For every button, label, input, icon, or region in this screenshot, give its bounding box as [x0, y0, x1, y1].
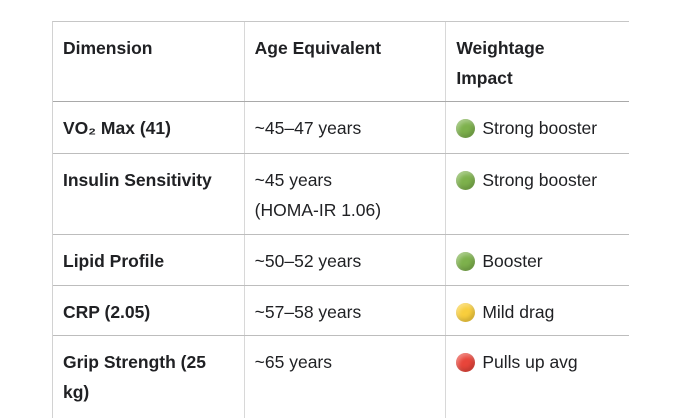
yellow-circle-icon [456, 302, 476, 322]
impact-label: Mild drag [482, 302, 555, 322]
cell-dimension: Lipid Profile [53, 235, 245, 285]
impact-label: Booster [482, 251, 543, 271]
dimension-label: Insulin Sensitivity [63, 170, 212, 190]
impact-label: Strong booster [482, 118, 598, 138]
table-row-insulin-sensitivity: Insulin Sensitivity ~45 years (HOMA-IR 1… [53, 154, 629, 235]
table-row-vo2-max: VO₂ Max (41) ~45–47 years Strong booster [53, 102, 629, 154]
cell-age-equivalent: ~45 years (HOMA-IR 1.06) [245, 154, 447, 234]
cell-weightage-impact: Pulls up avg [446, 336, 629, 418]
cell-age-equivalent: ~45–47 years [245, 102, 447, 153]
health-dimensions-table: Dimension Age Equivalent Weightage Impac… [52, 21, 629, 418]
age-line: ~50–52 years [254, 251, 362, 271]
green-circle-icon [456, 251, 476, 271]
cell-dimension: Grip Strength (25 kg) [53, 336, 245, 418]
cell-age-equivalent: ~50–52 years [245, 235, 447, 285]
cell-age-equivalent: ~65 years [245, 336, 447, 418]
column-header-weightage-line1: Weightage [456, 38, 545, 58]
dimension-label: Lipid Profile [63, 251, 165, 271]
dimension-label: VO₂ Max (41) [63, 118, 171, 138]
green-circle-icon [456, 170, 476, 190]
column-header-weightage-impact: Weightage Impact [446, 22, 629, 101]
cell-age-equivalent: ~57–58 years [245, 286, 447, 335]
age-line: ~45–47 years [254, 118, 362, 138]
cell-dimension: CRP (2.05) [53, 286, 245, 335]
cell-weightage-impact: Strong booster [446, 154, 629, 234]
table-row-grip-strength: Grip Strength (25 kg) ~65 years Pulls up… [53, 336, 629, 418]
column-header-age-equivalent-label: Age Equivalent [254, 38, 382, 58]
dimension-label: CRP (2.05) [63, 302, 151, 322]
age-line: ~45 years [254, 170, 333, 190]
table-header-row: Dimension Age Equivalent Weightage Impac… [53, 22, 629, 102]
impact-label: Pulls up avg [482, 352, 578, 372]
cell-weightage-impact: Mild drag [446, 286, 629, 335]
green-circle-icon [456, 118, 476, 138]
table-row-crp: CRP (2.05) ~57–58 years Mild drag [53, 286, 629, 336]
cell-weightage-impact: Strong booster [446, 102, 629, 153]
cell-dimension: Insulin Sensitivity [53, 154, 245, 234]
cell-weightage-impact: Booster [446, 235, 629, 285]
red-circle-icon [456, 352, 476, 372]
column-header-dimension: Dimension [53, 22, 245, 101]
dimension-label: Grip Strength (25 kg) [63, 352, 206, 402]
column-header-dimension-label: Dimension [63, 38, 153, 58]
age-line: ~57–58 years [254, 302, 362, 322]
cell-dimension: VO₂ Max (41) [53, 102, 245, 153]
age-line: (HOMA-IR 1.06) [254, 200, 382, 220]
column-header-age-equivalent: Age Equivalent [245, 22, 447, 101]
age-line: ~65 years [254, 352, 333, 372]
impact-label: Strong booster [482, 170, 598, 190]
table-row-lipid-profile: Lipid Profile ~50–52 years Booster [53, 235, 629, 286]
column-header-weightage-line2: Impact [456, 68, 513, 88]
